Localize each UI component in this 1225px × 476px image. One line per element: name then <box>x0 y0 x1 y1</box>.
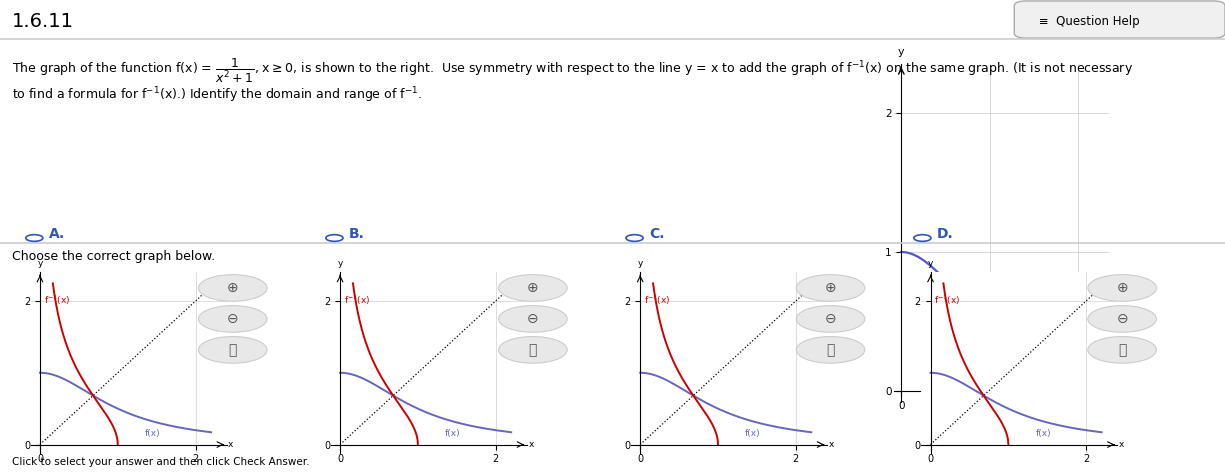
Text: f$^{-1}$(x): f$^{-1}$(x) <box>344 294 370 307</box>
Text: x: x <box>228 440 234 449</box>
Text: ⧉: ⧉ <box>229 343 236 357</box>
Text: f(x): f(x) <box>745 429 761 438</box>
Text: f$^{-1}$(x): f$^{-1}$(x) <box>44 294 70 307</box>
Text: ⊕: ⊕ <box>824 281 837 295</box>
Text: f(x): f(x) <box>445 429 461 438</box>
Text: ⊕: ⊕ <box>1116 281 1128 295</box>
Text: The graph of the function f(x) = $\dfrac{1}{x^2+1}$, x$\geq$0, is shown to the r: The graph of the function f(x) = $\dfrac… <box>12 57 1133 85</box>
Text: 1.6.11: 1.6.11 <box>12 12 75 31</box>
Text: A.: A. <box>49 227 65 241</box>
Text: ⧉: ⧉ <box>1118 343 1126 357</box>
Text: ⊖: ⊖ <box>227 312 239 326</box>
Text: f(x): f(x) <box>1035 429 1051 438</box>
Text: y: y <box>637 259 643 268</box>
Text: ⧉: ⧉ <box>529 343 537 357</box>
Text: ⊖: ⊖ <box>527 312 539 326</box>
Text: f$^{-1}$(x): f$^{-1}$(x) <box>935 294 960 307</box>
Text: ⊖: ⊖ <box>1116 312 1128 326</box>
Text: y: y <box>337 259 343 268</box>
Text: B.: B. <box>349 227 365 241</box>
Text: x: x <box>528 440 534 449</box>
Text: y: y <box>37 259 43 268</box>
Text: x: x <box>828 440 834 449</box>
Text: ≡  Question Help: ≡ Question Help <box>1035 15 1139 28</box>
Text: ⧉: ⧉ <box>827 343 834 357</box>
Text: Choose the correct graph below.: Choose the correct graph below. <box>12 250 216 263</box>
Text: f(x): f(x) <box>145 429 160 438</box>
Text: ⊕: ⊕ <box>527 281 539 295</box>
Text: y: y <box>898 47 904 57</box>
Text: ⊕: ⊕ <box>227 281 239 295</box>
Text: y: y <box>927 259 933 268</box>
Text: ⊖: ⊖ <box>824 312 837 326</box>
Text: x: x <box>1110 386 1117 396</box>
Text: Click to select your answer and then click Check Answer.: Click to select your answer and then cli… <box>12 457 310 467</box>
Text: C.: C. <box>649 227 665 241</box>
Text: D.: D. <box>937 227 954 241</box>
Text: f$^{-1}$(x): f$^{-1}$(x) <box>644 294 670 307</box>
Text: x: x <box>1118 440 1125 449</box>
Text: to find a formula for f$^{-1}$(x).) Identify the domain and range of f$^{-1}$.: to find a formula for f$^{-1}$(x).) Iden… <box>12 86 423 105</box>
